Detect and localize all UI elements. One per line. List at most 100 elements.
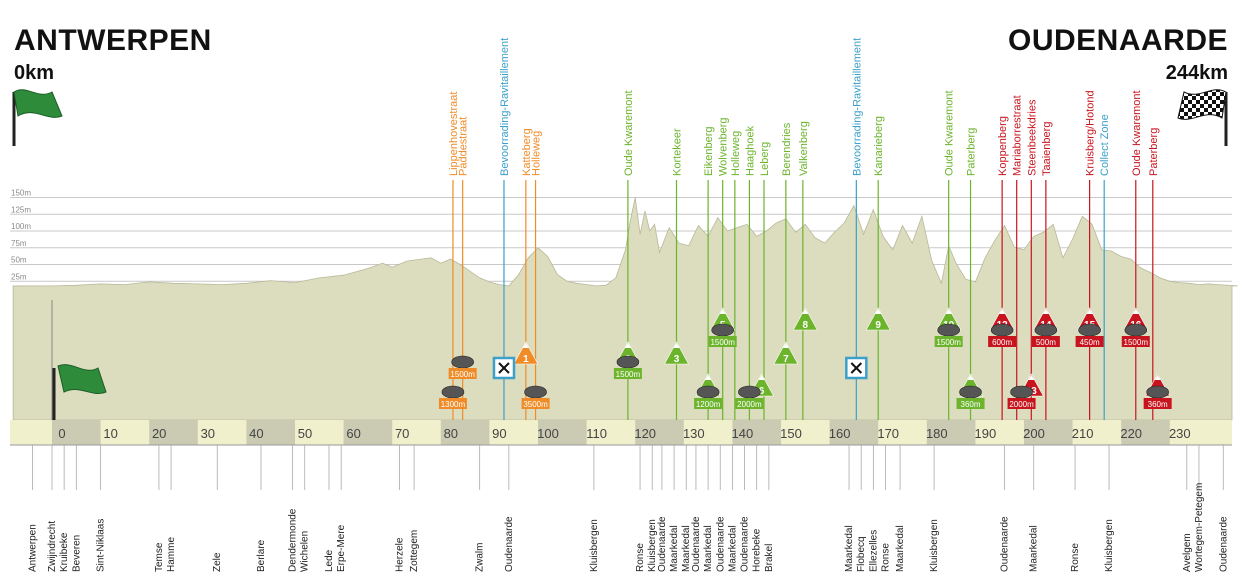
marker-label: Paddestraat	[458, 117, 470, 176]
distance-tick: 170	[877, 426, 899, 441]
town-label: Avelgem	[1182, 533, 1193, 572]
cobble-length-badge	[1121, 336, 1150, 347]
distance-tick: 50	[298, 426, 312, 441]
cobble-length-badge	[1143, 398, 1172, 409]
marker-label: Kanarieberg	[873, 116, 885, 176]
town-label: Wortegem-Petegem	[1194, 483, 1205, 572]
town-label: Erpe-Mere	[336, 524, 347, 572]
knife-icon	[850, 362, 863, 374]
town-label: Zottegem	[409, 530, 420, 572]
climb-icon	[513, 341, 539, 365]
snow-cap-icon	[1028, 375, 1035, 380]
distance-tick: 90	[492, 426, 506, 441]
town-label: Ronse	[1070, 543, 1081, 572]
snow-cap-icon	[673, 343, 680, 348]
town-label: Zwalm	[475, 543, 486, 572]
snow-cap-icon	[999, 309, 1006, 314]
town-label: Maarkedal	[703, 525, 714, 572]
band-segment	[732, 420, 781, 445]
cobble-length: 1500m	[936, 338, 961, 347]
distance-tick: 140	[732, 426, 754, 441]
distance-band: 0 10 20 30 40 50 60 70 80 90 100 110 120 130 140 150 160…	[10, 420, 1232, 446]
marker-label: Holleweg	[730, 131, 742, 176]
climb-icons: 12345678910111213141516171300m1500m3500m…	[438, 307, 1172, 409]
start-city: ANTWERPEN	[14, 24, 212, 57]
marker-label: Bevoorrading-Ravitaillement	[499, 38, 511, 176]
marker-label: Steenbeekdries	[1026, 99, 1038, 176]
distance-tick: 40	[249, 426, 263, 441]
altitude-label: 25m	[11, 272, 27, 281]
marker-label: Oude Kwaremont	[944, 90, 956, 176]
cobble-length: 500m	[1036, 338, 1056, 347]
knife-icon	[498, 362, 510, 374]
cobble-length: 360m	[961, 400, 981, 409]
town-label: Sint-Niklaas	[96, 519, 107, 572]
climb-icon	[664, 341, 690, 365]
town-label: Herzele	[394, 537, 405, 572]
cobble-icon	[1078, 323, 1101, 337]
cobble-icon	[711, 323, 734, 337]
cobble-icon	[738, 385, 761, 399]
marker-label: Kruisberg/Hotond	[1085, 90, 1097, 176]
town-label: Ronse	[880, 543, 891, 572]
town-label: Ellezelles	[868, 530, 879, 572]
marker-label: Wolvenberg	[718, 118, 730, 177]
town-label: Oudenaarde	[504, 516, 515, 572]
cobble-length-badge	[988, 336, 1017, 347]
marker-label: Kortekeer	[672, 128, 684, 176]
finish-flag-icon	[1177, 89, 1228, 146]
cobble-length-badge	[694, 398, 723, 409]
cobble-icon	[524, 385, 547, 399]
marker-label: Katteberg	[521, 128, 533, 176]
band-segment	[440, 420, 490, 445]
town-labels: Antwerpen Zwijndrecht Kruibeke Beveren Sint-…	[28, 445, 1229, 572]
climb-number: 9	[875, 320, 881, 331]
cobble-length: 1500m	[450, 370, 475, 379]
altitude-label: 125m	[11, 205, 31, 214]
cobble-icon	[696, 385, 720, 399]
distance-tick: 10	[103, 426, 117, 441]
snow-cap-icon	[1154, 375, 1161, 380]
distance-tick: 0	[58, 426, 65, 441]
snow-cap-icon	[1086, 309, 1093, 314]
altitude-label: 50m	[11, 256, 27, 265]
cobble-length-badge	[613, 368, 642, 379]
cobble-icon	[1124, 323, 1148, 337]
start-flag-icon	[12, 89, 63, 146]
marker-label: Leberg	[759, 142, 771, 176]
cobble-length: 600m	[992, 338, 1012, 347]
cobble-length-badge	[1007, 398, 1036, 409]
town-label: Wichelen	[300, 531, 311, 572]
town-label: Maarkedal	[669, 525, 680, 572]
town-label: Kluisbergen	[589, 519, 600, 572]
town-label: Kluisbergen	[647, 519, 658, 572]
town-label: Maarkedal	[1029, 525, 1040, 572]
band-segment	[829, 420, 879, 445]
distance-tick: 30	[201, 426, 215, 441]
altitude-label: 100m	[11, 222, 31, 231]
distance-tick: 120	[634, 426, 656, 441]
town-label: Oudenaarde	[657, 516, 668, 572]
distance-tick: 100	[537, 426, 559, 441]
distance-tick: 60	[346, 426, 360, 441]
band-segment	[52, 420, 101, 445]
cobble-length: 3500m	[523, 400, 548, 409]
town-label: Ronse	[635, 543, 646, 572]
band-segment	[635, 420, 684, 445]
town-label: Hamme	[166, 537, 177, 572]
altitude-profile	[12, 197, 1238, 421]
snow-cap-icon	[1132, 309, 1139, 314]
snow-cap-icon	[1042, 309, 1049, 314]
cobble-length: 1500m	[1124, 338, 1149, 347]
town-label: Maarkedal	[895, 525, 906, 572]
band-segment	[246, 420, 295, 445]
marker-label: Valkenberg	[798, 121, 810, 176]
cobble-icon	[441, 385, 465, 399]
cobble-icon	[1034, 323, 1058, 337]
snow-cap-icon	[945, 309, 952, 314]
town-label: Zele	[212, 552, 223, 572]
town-label: Maarkedal	[844, 525, 855, 572]
band-segment	[343, 420, 393, 445]
